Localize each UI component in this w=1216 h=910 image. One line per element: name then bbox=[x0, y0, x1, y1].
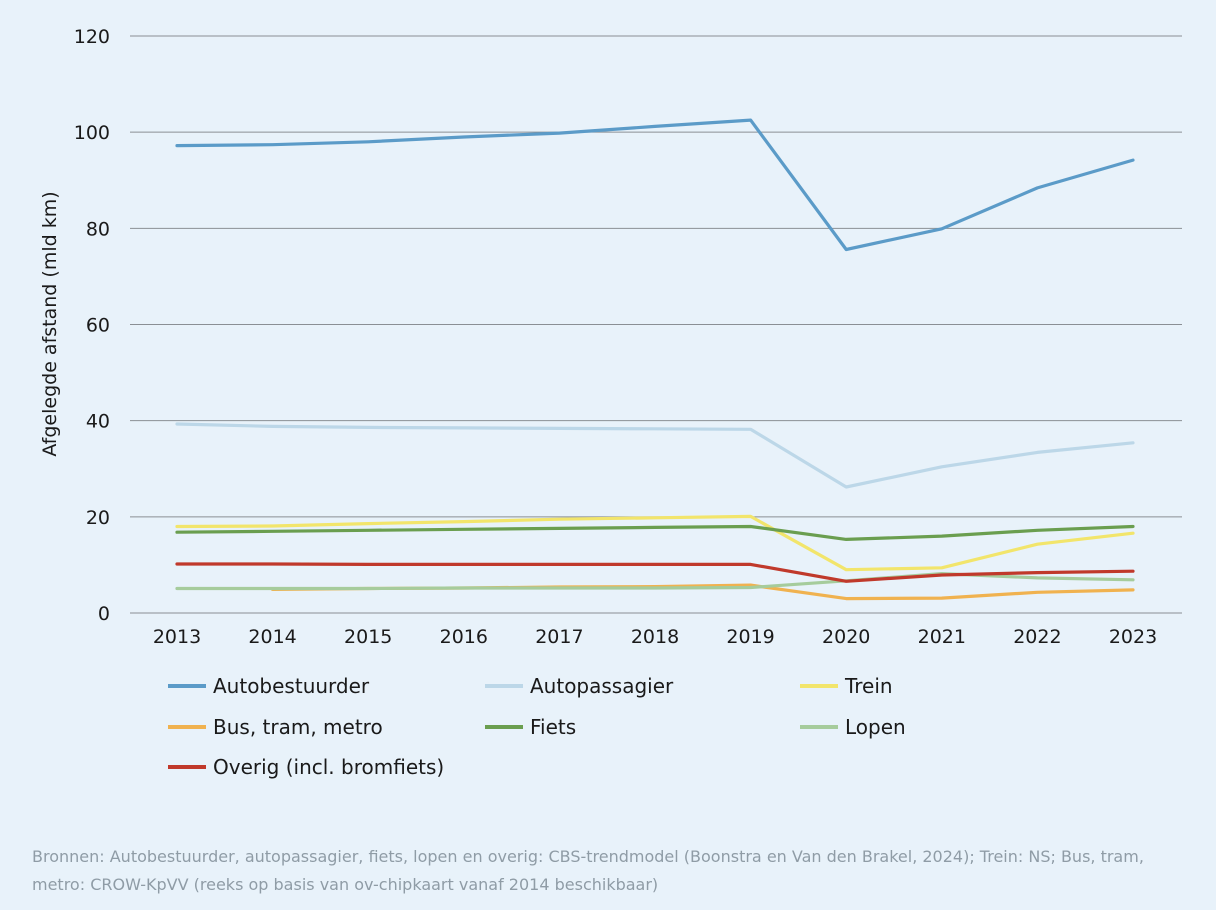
y-tick-label: 80 bbox=[86, 218, 110, 240]
series-line bbox=[175, 118, 1135, 252]
y-axis-ticks: 0 20 40 60 80 100 120 bbox=[74, 26, 110, 625]
x-tick-label: 2015 bbox=[344, 626, 392, 648]
line-chart: 0 20 40 60 80 100 120 2013 2014 2015 2016 2017 2018… bbox=[39, 26, 1182, 779]
x-tick-label: 2020 bbox=[822, 626, 870, 648]
series-line bbox=[175, 422, 1135, 489]
x-tick-label: 2017 bbox=[535, 626, 583, 648]
x-tick-label: 2019 bbox=[726, 626, 774, 648]
legend-label: Bus, tram, metro bbox=[213, 715, 383, 739]
y-tick-label: 0 bbox=[98, 603, 110, 625]
legend: Autobestuurder Autopassagier Trein Bus, tra… bbox=[168, 674, 906, 779]
y-tick-label: 20 bbox=[86, 507, 110, 529]
x-tick-label: 2023 bbox=[1109, 626, 1157, 648]
legend-label: Autopassagier bbox=[530, 674, 674, 698]
y-tick-label: 120 bbox=[74, 26, 110, 48]
series-line bbox=[175, 524, 1135, 541]
y-tick-label: 100 bbox=[74, 122, 110, 144]
y-axis-label: Afgelegde afstand (mld km) bbox=[39, 191, 61, 456]
series-lines bbox=[175, 118, 1135, 601]
series-line bbox=[175, 562, 1135, 583]
legend-label: Trein bbox=[844, 674, 893, 698]
x-tick-label: 2014 bbox=[248, 626, 296, 648]
legend-label: Lopen bbox=[845, 715, 906, 739]
y-tick-label: 40 bbox=[86, 411, 110, 433]
y-tick-label: 60 bbox=[86, 315, 110, 337]
x-tick-label: 2013 bbox=[153, 626, 201, 648]
x-tick-label: 2016 bbox=[440, 626, 488, 648]
x-tick-label: 2021 bbox=[918, 626, 966, 648]
x-axis-ticks: 2013 2014 2015 2016 2017 2018 2019 2020 2021 2022… bbox=[153, 626, 1157, 648]
legend-label: Overig (incl. bromfiets) bbox=[213, 755, 444, 779]
x-tick-label: 2022 bbox=[1013, 626, 1061, 648]
x-tick-label: 2018 bbox=[631, 626, 679, 648]
legend-label: Fiets bbox=[530, 715, 576, 739]
legend-label: Autobestuurder bbox=[213, 674, 370, 698]
series-line bbox=[175, 514, 1135, 572]
source-note: Bronnen: Autobestuurder, autopassagier, … bbox=[32, 847, 1144, 894]
gridlines bbox=[130, 35, 1182, 614]
